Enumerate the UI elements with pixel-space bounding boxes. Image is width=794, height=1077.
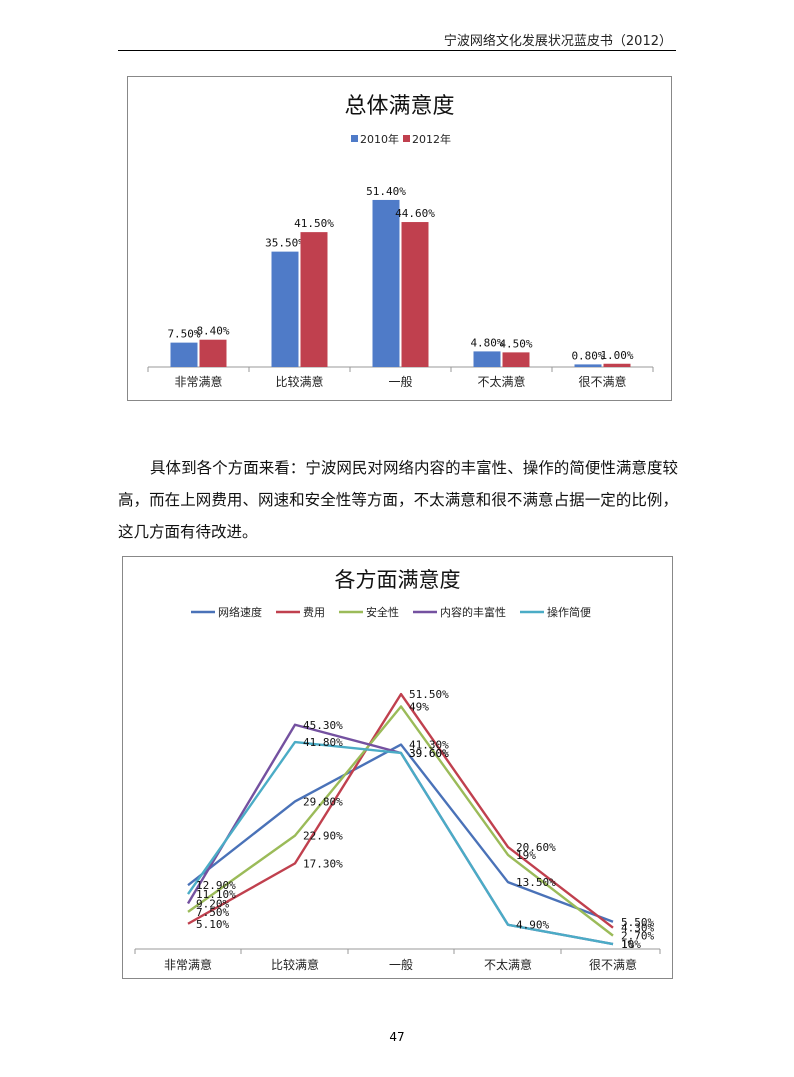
x-tick-label: 不太满意 [484,957,532,972]
data-label-0-0: 12.90% [196,879,236,892]
x-tick-label: 非常满意 [164,957,212,972]
running-header-title: 宁波网络文化发展状况蓝皮书（2012） [443,34,672,49]
x-tick-label: 非常满意 [174,374,222,389]
chart-title: 各方面满意度 [335,568,461,592]
data-label-3-1: 45.30% [303,719,343,732]
bar-label-1-3: 4.50% [499,337,532,350]
x-tick-label: 很不满意 [578,374,626,389]
data-label-3-2: 39.60% [409,747,449,760]
bar-0-0 [170,342,198,367]
bar-0-1 [271,251,299,367]
paragraph-text: 具体到各个方面来看：宁波网民对网络内容的丰富性、操作的简便性满意度较高，而在上网… [118,459,678,541]
legend-label-0: 网络速度 [218,605,262,619]
data-label-1-2: 51.50% [409,688,449,701]
bar-label-0-1: 35.50% [265,237,305,250]
data-label-4-2: 39.60% [409,747,449,760]
series-line-1 [187,692,614,929]
legend-label-4: 操作简便 [547,605,591,619]
bar-label-1-0: 8.40% [196,325,229,338]
overall-satisfaction-chart: 总体满意度 2010年 2012年非常满意 7.50% 8.40% 比较满意 35.50% 4… [127,76,672,401]
data-label-0-4: 5.50% [621,916,654,929]
legend-label-1: 费用 [303,606,325,619]
x-tick-label: 一般 [389,957,413,972]
legend-label-1: 2012年 [412,132,451,146]
data-label-2-3: 19% [516,849,536,862]
data-label-3-4: 1% [621,938,635,951]
chart-title: 总体满意度 [344,94,454,119]
legend-swatch-1 [403,135,410,142]
bar-label-1-1: 41.50% [294,217,334,230]
bar-label-0-2: 51.40% [366,185,406,198]
bar-1-2 [401,222,429,367]
series-line-2 [187,705,614,937]
series-line-4 [187,740,614,946]
legend-label-0: 2010年 [360,132,399,146]
data-label-0-1: 29.80% [303,795,343,808]
bar-1-0 [199,339,227,367]
bar-1-1 [300,232,328,367]
data-label-0-3: 13.50% [516,876,556,889]
bar-0-4 [574,364,602,367]
data-label-1-0: 5.10% [196,918,229,931]
x-tick-label: 比较满意 [271,957,319,972]
page-number: 47 [389,1030,405,1044]
data-label-1-1: 17.30% [303,857,343,870]
bar-1-4 [603,363,631,367]
data-label-2-2: 49% [409,700,429,713]
data-label-2-1: 22.90% [303,830,343,843]
bar-label-0-0: 7.50% [167,328,200,341]
x-tick-label: 一般 [388,374,412,389]
bar-label-0-3: 4.80% [470,336,503,349]
data-label-0-2: 41.30% [409,739,449,752]
header-rule [118,50,676,51]
bar-1-3 [502,352,530,367]
data-label-4-1: 41.80% [303,736,343,749]
bar-label-1-2: 44.60% [395,207,435,220]
data-label-2-0: 7.50% [196,906,229,919]
legend-label-2: 安全性 [366,605,399,619]
x-tick-label: 比较满意 [275,374,323,389]
bar-0-3 [473,351,501,367]
series-line-0 [187,743,614,923]
body-paragraph: 具体到各个方面来看：宁波网民对网络内容的丰富性、操作的简便性满意度较高，而在上网… [118,452,678,548]
legend-label-3: 内容的丰富性 [440,605,506,619]
data-label-1-3: 20.60% [516,841,556,854]
x-tick-label: 很不满意 [589,957,637,972]
legend-swatch-0 [351,135,358,142]
bar-0-2 [372,199,400,367]
bar-label-0-4: 0.80% [571,349,604,362]
x-tick-label: 不太满意 [477,374,525,389]
data-label-4-4: 10% [621,938,641,951]
data-label-4-0: 11.10% [196,888,236,901]
data-label-1-4: 4.30% [621,922,654,935]
bar-label-1-4: 1.00% [600,349,633,362]
data-label-4-3: 4.90% [516,919,549,932]
data-label-2-4: 2.70% [621,930,654,943]
aspects-satisfaction-chart: 各方面满意度网络速度 费用 安全性 内容的丰富性 操作简便非常满意 比较满意 一般 不太满意 很… [122,556,673,979]
data-label-3-0: 9.20% [196,897,229,910]
